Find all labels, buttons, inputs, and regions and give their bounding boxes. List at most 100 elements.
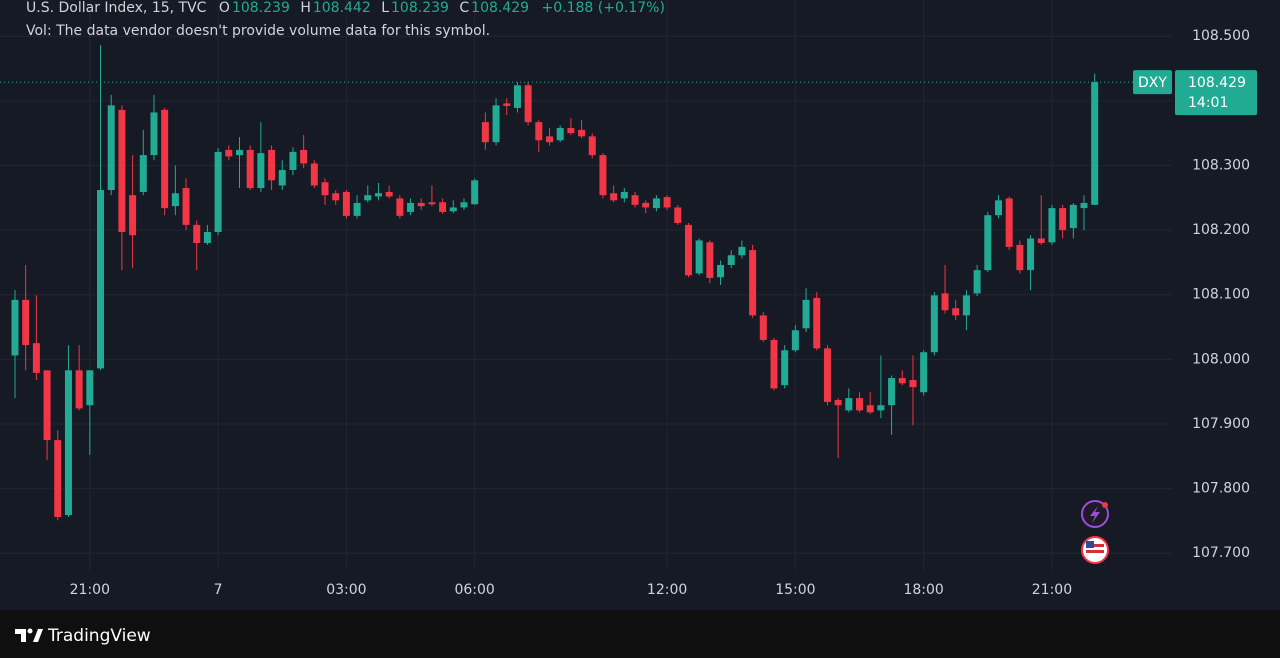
candle-body xyxy=(449,207,457,212)
candle-body xyxy=(268,149,276,181)
chart-background xyxy=(0,0,1280,610)
flag-stripe xyxy=(1086,550,1104,553)
candle-body xyxy=(97,190,105,369)
candle-body xyxy=(107,105,115,190)
candle-body xyxy=(353,202,361,216)
candle-body xyxy=(118,109,126,233)
flag-canton xyxy=(1086,541,1094,548)
candle-body xyxy=(1080,202,1088,209)
y-tick-label: 107.900 xyxy=(1192,416,1250,432)
candle-body xyxy=(235,149,243,156)
candle-body xyxy=(695,240,703,274)
candle-body xyxy=(503,103,511,106)
candle-body xyxy=(513,85,521,108)
candle-body xyxy=(1091,82,1099,205)
notification-dot xyxy=(1102,502,1108,508)
ohlc-label: L xyxy=(381,0,390,16)
y-tick-label: 108.000 xyxy=(1192,351,1250,367)
candle-body xyxy=(54,440,62,518)
candle-body xyxy=(1069,204,1077,229)
candle-layer xyxy=(0,45,1172,521)
candle-body xyxy=(1048,208,1056,243)
candle-body xyxy=(300,149,308,164)
candle-body xyxy=(1037,238,1045,243)
candle-body xyxy=(727,255,735,265)
candle-body xyxy=(481,122,489,143)
candle-body xyxy=(749,250,757,316)
candle-body xyxy=(86,370,94,406)
candle-body xyxy=(439,202,447,212)
candle-body xyxy=(64,370,72,516)
candle-body xyxy=(161,109,169,209)
symbol-tag-box xyxy=(1133,70,1172,95)
candle-body xyxy=(567,127,575,134)
candle-body xyxy=(535,122,543,141)
symbol-title[interactable]: U.S. Dollar Index, 15, TVC xyxy=(26,0,207,16)
flag-stripe xyxy=(1086,544,1104,547)
candle-body xyxy=(546,136,553,143)
candle-body xyxy=(1005,198,1013,247)
ohlc-value: 108.239 xyxy=(391,0,449,16)
candle-body xyxy=(620,191,628,199)
candle-body xyxy=(193,224,201,243)
candle-body xyxy=(203,232,211,243)
candle-body xyxy=(578,129,586,137)
candle-body xyxy=(759,315,767,340)
candle-body xyxy=(973,270,981,294)
candle-body xyxy=(888,378,896,406)
candle-body xyxy=(246,149,254,189)
candle-body xyxy=(684,224,692,276)
countdown: 14:01 xyxy=(1188,95,1228,111)
brand-logo: TradingView xyxy=(15,626,151,646)
x-tick-label: 12:00 xyxy=(647,582,687,598)
candle-body xyxy=(909,380,917,388)
candle-body xyxy=(492,105,500,143)
footer-background xyxy=(0,610,1280,658)
ohlc-value: 108.429 xyxy=(471,0,530,16)
candle-body xyxy=(289,151,297,170)
candle-body xyxy=(642,202,650,208)
candle-body xyxy=(428,202,436,205)
x-tick-label: 21:00 xyxy=(1032,582,1072,598)
candle-body xyxy=(171,193,179,207)
x-tick-label: 18:00 xyxy=(903,582,943,598)
candle-body xyxy=(834,400,842,406)
candle-body xyxy=(342,191,350,216)
y-tick-label: 108.200 xyxy=(1192,222,1250,238)
candle-body xyxy=(22,299,30,346)
candle-body xyxy=(802,299,810,329)
y-tick-label: 108.300 xyxy=(1192,157,1250,173)
candle-body xyxy=(150,112,158,156)
change-value: +0.188 (+0.17%) xyxy=(541,0,665,16)
candle-body xyxy=(920,352,928,393)
candle-body xyxy=(460,202,468,208)
logo-mark xyxy=(27,628,33,634)
candle-body xyxy=(139,155,147,192)
candle-body xyxy=(43,370,51,441)
y-tick-label: 108.100 xyxy=(1192,287,1250,303)
candle-body xyxy=(823,348,831,402)
y-tick-label: 107.800 xyxy=(1192,481,1250,497)
candle-body xyxy=(1059,208,1067,231)
candle-body xyxy=(781,350,789,386)
candle-body xyxy=(129,195,137,236)
price-tag-value: 108.429 xyxy=(1188,75,1246,91)
legend-row: U.S. Dollar Index, 15, TVC O 108.239 H 108… xyxy=(26,0,667,16)
candle-body xyxy=(364,195,372,201)
y-tick-label: 108.500 xyxy=(1192,28,1250,44)
x-tick-label: 15:00 xyxy=(775,582,815,598)
candle-body xyxy=(930,295,938,353)
candle-body xyxy=(417,202,425,207)
candle-body xyxy=(866,405,874,413)
x-tick-label: 03:00 xyxy=(326,582,366,598)
x-tick-label: 06:00 xyxy=(454,582,494,598)
candle-body xyxy=(225,149,233,157)
candle-body xyxy=(941,293,949,311)
grid-layer xyxy=(0,0,1172,570)
candle-body xyxy=(1016,244,1024,271)
candle-body xyxy=(396,198,404,216)
event-icons xyxy=(1081,500,1109,564)
candle-body xyxy=(717,264,725,278)
ohlc-value: 108.239 xyxy=(231,0,290,16)
